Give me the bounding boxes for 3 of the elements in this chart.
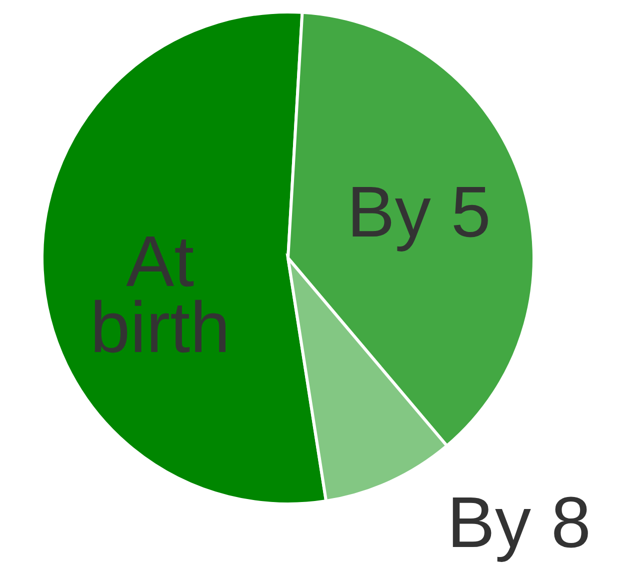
slice-label: By 8 [446, 483, 592, 564]
slice-label: At birth [90, 222, 230, 368]
slice-label: By 5 [346, 172, 491, 252]
